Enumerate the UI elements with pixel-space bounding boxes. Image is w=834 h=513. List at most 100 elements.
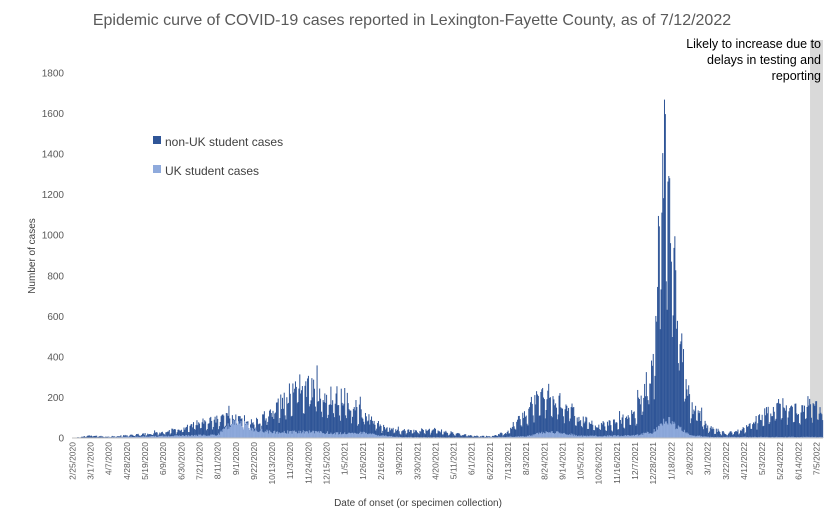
bar-non-uk: [571, 403, 573, 438]
bar-non-uk: [749, 423, 751, 438]
bar-uk: [347, 433, 349, 438]
bar-non-uk: [154, 430, 156, 438]
y-tick-label: 1400: [42, 150, 65, 161]
bar-uk: [583, 435, 585, 438]
bar-non-uk: [381, 432, 383, 438]
bar-uk: [335, 432, 337, 438]
bar-non-uk: [167, 431, 169, 438]
bar-non-uk: [543, 399, 545, 438]
bar-non-uk: [437, 430, 439, 438]
bar-uk: [815, 436, 817, 438]
bar-uk: [694, 435, 696, 438]
bar-non-uk: [674, 236, 676, 438]
bar-non-uk: [791, 406, 793, 438]
bar-non-uk: [476, 435, 478, 438]
bar-uk: [399, 436, 401, 438]
bar-uk: [808, 436, 810, 438]
bar-non-uk: [803, 411, 805, 438]
bar-non-uk: [717, 428, 719, 438]
bar-non-uk: [587, 428, 589, 438]
bar-uk: [662, 425, 664, 438]
bar-uk: [516, 436, 518, 438]
bar-uk: [180, 435, 182, 438]
bar-uk: [268, 433, 270, 438]
bar-uk: [622, 436, 624, 438]
bar-non-uk: [701, 407, 703, 438]
bar-non-uk: [574, 415, 576, 438]
bar-non-uk: [409, 430, 411, 438]
bar-non-uk: [698, 413, 700, 438]
legend-swatch-non-uk: [153, 136, 161, 144]
bar-non-uk: [357, 425, 359, 438]
bar-uk: [232, 420, 234, 438]
bar-uk: [307, 433, 309, 438]
bar-uk: [744, 436, 746, 438]
bar-uk: [581, 436, 583, 438]
bar-non-uk: [647, 400, 649, 438]
x-tick-label: 4/12/2022: [739, 442, 749, 480]
bar-non-uk: [766, 413, 768, 438]
bar-non-uk: [801, 405, 803, 438]
bar-non-uk: [291, 415, 293, 438]
bar-uk: [689, 435, 691, 438]
bar-uk: [309, 432, 311, 438]
bar-non-uk: [555, 403, 557, 438]
bar-non-uk: [633, 411, 635, 438]
bar-uk: [340, 434, 342, 438]
bar-non-uk: [401, 431, 403, 438]
bar-uk: [302, 430, 304, 438]
bar-non-uk: [601, 424, 603, 438]
bar-non-uk: [772, 406, 774, 438]
bar-uk: [688, 433, 690, 438]
bar-uk: [651, 433, 653, 438]
bar-non-uk: [747, 426, 749, 438]
bar-non-uk: [85, 436, 87, 438]
bar-uk: [803, 436, 806, 438]
bar-non-uk: [394, 432, 396, 438]
bar-uk: [348, 432, 350, 438]
bar-uk: [384, 435, 386, 438]
bar-non-uk: [770, 413, 772, 438]
bar-non-uk: [296, 403, 298, 438]
bar-non-uk: [479, 436, 481, 438]
bar-non-uk: [560, 407, 562, 438]
x-tick-label: 8/3/2021: [521, 442, 531, 475]
bar-uk: [122, 436, 124, 438]
bar-non-uk: [700, 420, 702, 438]
bar-uk: [202, 435, 204, 438]
bar-uk: [548, 432, 550, 438]
bar-non-uk: [595, 427, 597, 438]
bar-non-uk: [413, 429, 415, 438]
bar-uk: [518, 436, 520, 438]
bar-non-uk: [209, 417, 211, 438]
bar-non-uk: [205, 430, 207, 438]
bar-non-uk: [498, 434, 500, 438]
bar-uk: [147, 436, 149, 438]
bar-non-uk: [606, 430, 608, 438]
bar-non-uk: [617, 429, 619, 438]
bar-uk: [304, 431, 306, 438]
bar-non-uk: [250, 419, 252, 438]
bar-non-uk: [790, 406, 792, 438]
bar-uk: [364, 433, 366, 438]
x-tick-label: 2/25/2020: [67, 442, 77, 480]
bar-non-uk: [510, 427, 512, 438]
bar-uk: [334, 434, 336, 438]
bar-uk: [357, 433, 359, 438]
bar-non-uk: [683, 401, 685, 438]
x-tick-label: 3/1/2022: [703, 442, 713, 475]
bar-uk: [804, 436, 806, 438]
bar-non-uk: [83, 436, 85, 438]
bar-non-uk: [189, 425, 191, 438]
bar-non-uk: [741, 429, 743, 438]
bar-non-uk: [304, 385, 306, 438]
bar-non-uk: [217, 418, 219, 438]
bar-uk: [148, 436, 150, 438]
bar-uk: [581, 435, 583, 438]
y-axis-label: Number of cases: [27, 218, 38, 294]
bar-non-uk: [648, 404, 650, 438]
bar-non-uk: [444, 432, 446, 438]
bar-non-uk: [298, 388, 300, 438]
bar-uk: [534, 433, 536, 438]
bar-non-uk: [703, 425, 705, 438]
